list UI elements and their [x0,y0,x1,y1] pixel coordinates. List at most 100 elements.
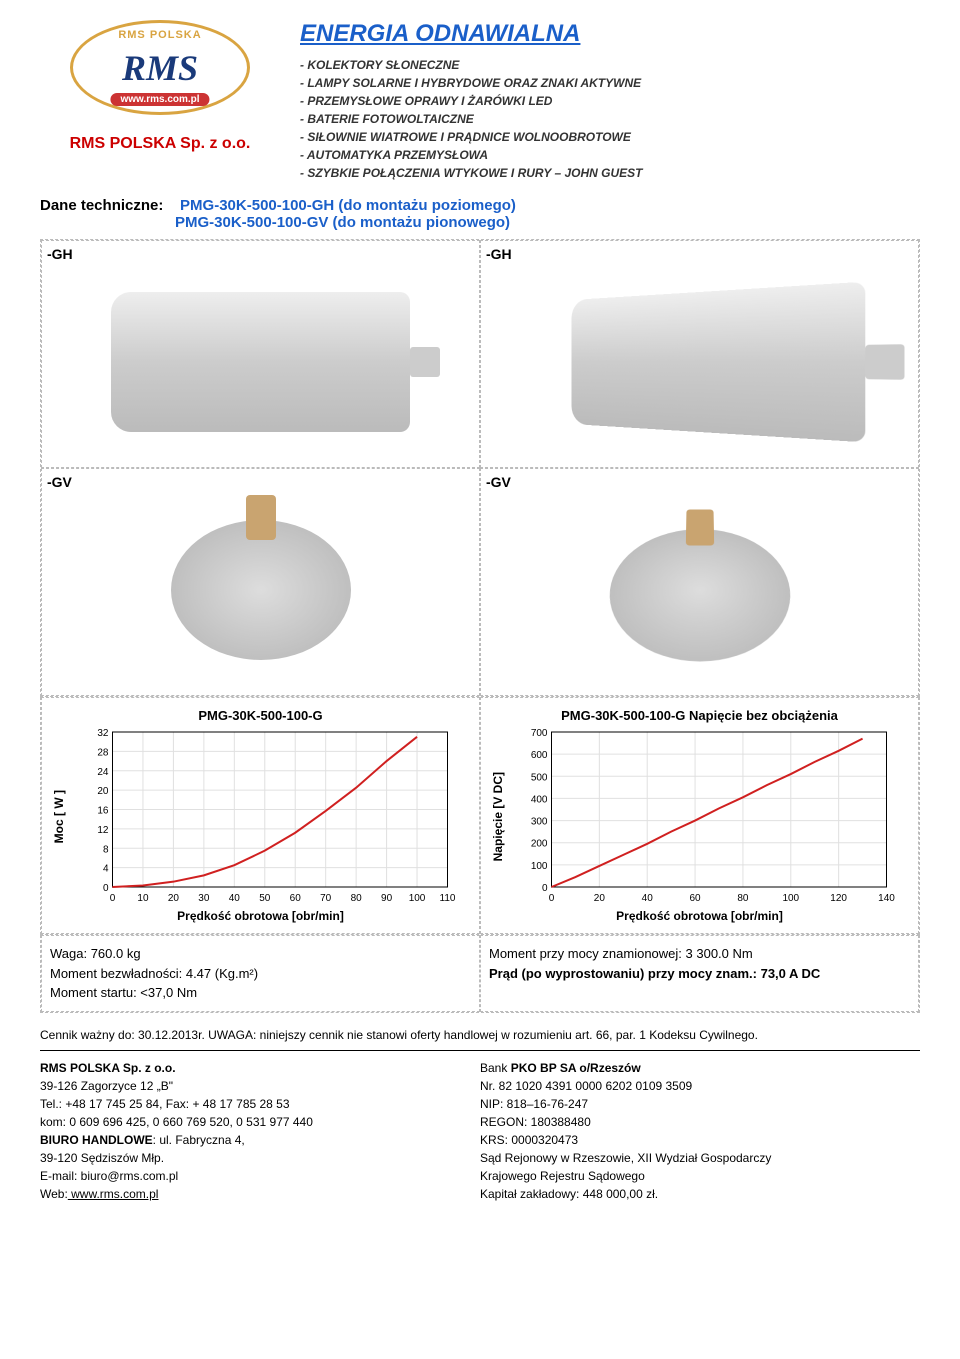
generator-gv-image [171,520,351,660]
svg-text:50: 50 [259,893,271,904]
footer-company: RMS POLSKA Sp. z o.o. [40,1059,480,1077]
footer-krs: KRS: 0000320473 [480,1131,920,1149]
image-cell-gh2: -GH [480,240,919,468]
svg-text:600: 600 [531,750,548,761]
svg-text:200: 200 [531,839,548,850]
generator-gh-image [572,282,866,443]
footer-reg: Krajowego Rejestru Sądowego [480,1167,920,1185]
footer-address: 39-126 Zagorzyce 12 „B" [40,1077,480,1095]
product-item: SZYBKIE POŁĄCZENIA WTYKOWE I RURY – JOHN… [300,164,920,182]
footer-bank: PKO BP SA o/Rzeszów [511,1061,641,1075]
svg-text:500: 500 [531,772,548,783]
bottom-right-cell: Moment przy mocy znamionowej: 3 300.0 Nm… [480,935,919,1012]
svg-text:300: 300 [531,817,548,828]
svg-text:70: 70 [320,893,332,904]
svg-text:20: 20 [594,893,606,904]
image-cell-gv1: -GV [41,468,480,696]
svg-text:0: 0 [549,893,555,904]
footer: RMS POLSKA Sp. z o.o. 39-126 Zagorzyce 1… [40,1059,920,1203]
label-gh1: -GH [47,246,474,262]
product-item: BATERIE FOTOWOLTAICZNE [300,110,920,128]
svg-text:28: 28 [97,747,109,758]
chart-row: PMG-30K-500-100-G Moc [ W ] 048121620242… [40,697,920,935]
svg-text:700: 700 [531,728,548,739]
svg-text:90: 90 [381,893,393,904]
svg-text:32: 32 [97,728,109,739]
chart-right-title: PMG-30K-500-100-G Napięcie bez obciążeni… [491,708,908,723]
product-item: SIŁOWNIE WIATROWE I PRĄDNICE WOLNOOBROTO… [300,128,920,146]
svg-text:400: 400 [531,794,548,805]
specs-block: Dane techniczne: PMG-30K-500-100-GH (do … [40,197,920,231]
model-gh: PMG-30K-500-100-GH (do montażu poziomego… [180,197,516,214]
footer-email: E-mail: biuro@rms.com.pl [40,1167,480,1185]
inertia: Moment bezwładności: 4.47 (Kg.m²) [50,964,471,984]
footer-note-prefix: Cennik ważny do: 30.12.2013r. UWAGA: [40,1028,260,1042]
svg-text:110: 110 [440,893,456,904]
chart-left-cell: PMG-30K-500-100-G Moc [ W ] 048121620242… [41,697,480,934]
footer-tel: Tel.: +48 17 745 25 84, Fax: + 48 17 785… [40,1095,480,1113]
image-grid: -GH -GH -GV -GV [40,239,920,697]
svg-text:0: 0 [110,893,116,904]
footer-right: Bank PKO BP SA o/Rzeszów Nr. 82 1020 439… [480,1059,920,1203]
svg-text:30: 30 [198,893,210,904]
footer-kap: Kapitał zakładowy: 448 000,00 zł. [480,1185,920,1203]
footer-note: Cennik ważny do: 30.12.2013r. UWAGA: nin… [40,1028,920,1042]
svg-text:100: 100 [782,893,799,904]
footer-nr: Nr. 82 1020 4391 0000 6202 0109 3509 [480,1077,920,1095]
logo-column: RMS POLSKA RMS www.rms.com.pl RMS POLSKA… [40,20,280,153]
svg-text:60: 60 [690,893,702,904]
svg-text:8: 8 [103,844,109,855]
footer-web-link[interactable]: www.rms.com.pl [68,1187,159,1201]
nominal-current: Prąd (po wyprostowaniu) przy mocy znam.:… [489,964,910,984]
page-header: RMS POLSKA RMS www.rms.com.pl RMS POLSKA… [40,20,920,182]
logo-top-text: RMS POLSKA [118,29,201,41]
footer-biuro2: 39-120 Sędziszów Młp. [40,1149,480,1167]
chart-right-ylabel: Napięcie [V DC] [491,772,505,861]
product-item: PRZEMYSŁOWE OPRAWY I ŻARÓWKI LED [300,92,920,110]
main-title: ENERGIA ODNAWIALNA [300,20,920,48]
svg-text:80: 80 [737,893,749,904]
footer-biuro-val: : ul. Fabryczna 4, [153,1133,245,1147]
svg-text:40: 40 [642,893,654,904]
chart-right-cell: PMG-30K-500-100-G Napięcie bez obciążeni… [480,697,919,934]
company-logo: RMS POLSKA RMS www.rms.com.pl [70,20,250,130]
logo-center-text: RMS [122,47,198,89]
chart-right-xlabel: Prędkość obrotowa [obr/min] [491,909,908,923]
footer-kom: kom: 0 609 696 425, 0 660 769 520, 0 531… [40,1113,480,1131]
company-name: RMS POLSKA Sp. z o.o. [40,135,280,153]
specs-label: Dane techniczne: [40,197,163,214]
svg-text:0: 0 [103,883,109,894]
chart-left-svg: 0481216202428320102030405060708090100110 [66,727,469,907]
product-item: LAMPY SOLARNE I HYBRYDOWE ORAZ ZNAKI AKT… [300,74,920,92]
svg-text:20: 20 [97,786,109,797]
footer-divider [40,1050,920,1051]
footer-bank-prefix: Bank [480,1061,511,1075]
header-right: ENERGIA ODNAWIALNA KOLEKTORY SŁONECZNELA… [300,20,920,182]
svg-text:100: 100 [531,861,548,872]
generator-gh-image [111,292,410,432]
svg-text:24: 24 [97,767,109,778]
image-cell-gv2: -GV [480,468,919,696]
product-list: KOLEKTORY SŁONECZNELAMPY SOLARNE I HYBRY… [300,56,920,182]
svg-text:80: 80 [351,893,363,904]
chart-right-svg: 0100200300400500600700020406080100120140 [505,727,908,907]
chart-left-xlabel: Prędkość obrotowa [obr/min] [52,909,469,923]
start-torque: Moment startu: <37,0 Nm [50,983,471,1003]
nominal-torque: Moment przy mocy znamionowej: 3 300.0 Nm [489,944,910,964]
svg-text:10: 10 [137,893,149,904]
chart-left-title: PMG-30K-500-100-G [52,708,469,723]
label-gv2: -GV [486,474,913,490]
generator-gv-image [602,529,798,661]
label-gh2: -GH [486,246,913,262]
footer-web-label: Web: [40,1187,68,1201]
product-item: KOLEKTORY SŁONECZNE [300,56,920,74]
chart-left-ylabel: Moc [ W ] [52,790,66,843]
logo-bottom-text: www.rms.com.pl [110,93,209,106]
svg-text:12: 12 [97,825,109,836]
bottom-left-cell: Waga: 760.0 kg Moment bezwładności: 4.47… [41,935,480,1012]
footer-nip: NIP: 818–16-76-247 [480,1095,920,1113]
bottom-info-row: Waga: 760.0 kg Moment bezwładności: 4.47… [40,935,920,1013]
svg-text:140: 140 [878,893,895,904]
weight: Waga: 760.0 kg [50,944,471,964]
svg-text:100: 100 [409,893,426,904]
